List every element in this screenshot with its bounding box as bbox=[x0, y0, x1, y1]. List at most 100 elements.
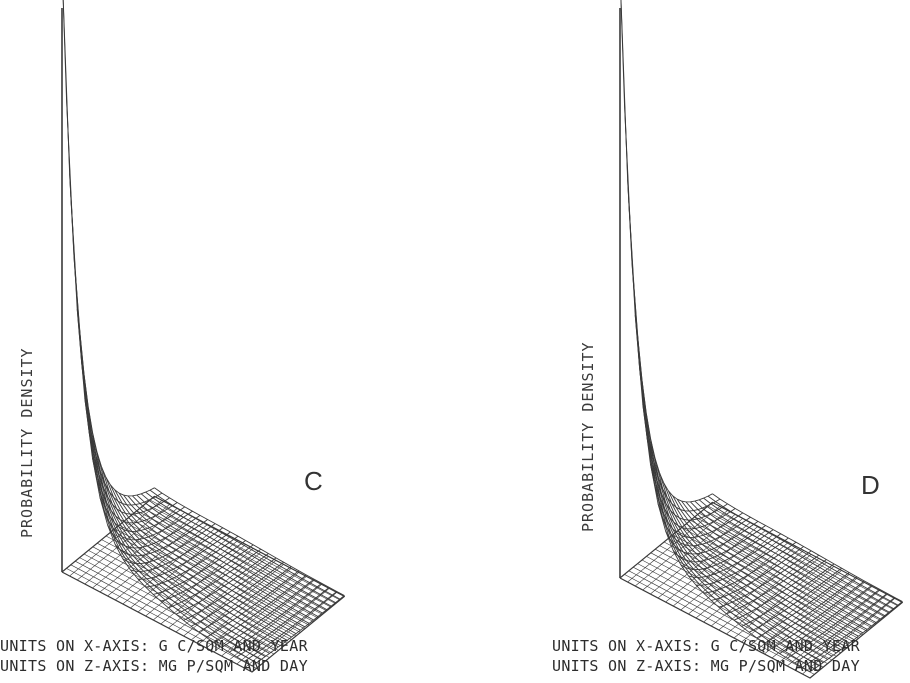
surface-mesh-line bbox=[771, 580, 865, 649]
surface-mesh-line bbox=[688, 533, 782, 578]
surface-mesh-line bbox=[221, 578, 315, 648]
surface-mesh-line bbox=[698, 499, 890, 613]
surface-mesh-line bbox=[122, 523, 216, 565]
base-grid-line bbox=[84, 508, 178, 585]
surface-mesh-line bbox=[685, 501, 877, 623]
surface-mesh-line bbox=[198, 566, 292, 633]
base-grid-line bbox=[107, 520, 201, 597]
base-grid-line bbox=[175, 556, 269, 633]
surface-mesh-line bbox=[153, 540, 246, 595]
surface-mesh-line bbox=[168, 548, 262, 609]
surface-mesh-line bbox=[114, 489, 306, 628]
surface-mesh-line bbox=[690, 501, 881, 620]
units-x-axis-d: UNITS ON X-AXIS: G C/SQM AND YEAR bbox=[552, 637, 860, 655]
base-grid-line bbox=[66, 568, 257, 669]
surface-mesh-line bbox=[695, 537, 789, 586]
surface-mesh-line bbox=[213, 574, 307, 643]
surface-mesh-line bbox=[236, 587, 330, 658]
surface-mesh-line bbox=[145, 535, 239, 588]
surface-mesh-line bbox=[84, 398, 178, 524]
surface-mesh-line bbox=[190, 561, 284, 627]
surface-mesh-line bbox=[130, 527, 224, 572]
base-grid-line bbox=[110, 532, 301, 633]
surface-mesh-line bbox=[83, 374, 275, 651]
surface-mesh-line bbox=[620, 0, 713, 503]
base-grid-line bbox=[206, 572, 299, 649]
surface-mesh-line bbox=[764, 576, 858, 644]
surface-mesh-line bbox=[92, 433, 284, 644]
surface-mesh-line bbox=[206, 570, 300, 638]
base-grid-line bbox=[646, 556, 837, 657]
surface-mesh-line bbox=[87, 408, 279, 648]
units-z-axis-c: UNITS ON Z-AXIS: MG P/SQM AND DAY bbox=[0, 657, 308, 675]
surface-mesh-line bbox=[634, 315, 728, 521]
base-grid-line bbox=[115, 524, 208, 601]
surface-mesh-line bbox=[107, 515, 201, 549]
base-grid-line bbox=[105, 535, 297, 637]
surface-mesh-line bbox=[140, 493, 332, 607]
base-grid-line bbox=[642, 514, 736, 591]
surface-mesh-line bbox=[748, 567, 842, 633]
surface-mesh-line bbox=[114, 519, 208, 557]
surface-mesh-line bbox=[69, 173, 163, 506]
surface-mesh-line bbox=[672, 495, 864, 634]
base-grid-line bbox=[677, 530, 868, 632]
surface-mesh-line bbox=[642, 404, 736, 530]
base-grid-line bbox=[119, 524, 310, 626]
surface-mesh-line bbox=[718, 550, 812, 608]
surface-mesh-line bbox=[175, 553, 269, 615]
surface-mesh-line bbox=[726, 554, 820, 615]
surface-mesh-line bbox=[627, 179, 721, 512]
surface-mesh-line bbox=[654, 458, 846, 647]
base-grid-line bbox=[145, 503, 336, 604]
base-grid-line bbox=[633, 566, 824, 668]
base-grid-line bbox=[624, 574, 815, 675]
surface-mesh-line bbox=[676, 498, 868, 630]
surface-mesh-line bbox=[91, 457, 186, 532]
surface-mesh-line bbox=[127, 495, 319, 617]
base-grid-line bbox=[75, 560, 266, 662]
surface-mesh-line bbox=[136, 494, 328, 610]
surface-mesh-line bbox=[160, 544, 254, 602]
panel-letter-d: D bbox=[861, 470, 880, 500]
surface-mesh-line bbox=[251, 595, 345, 667]
surface-mesh-line bbox=[665, 521, 759, 555]
surface-mesh-line bbox=[794, 593, 888, 664]
base-grid-line bbox=[628, 570, 819, 672]
base-grid-line bbox=[663, 541, 855, 643]
base-grid-line bbox=[137, 536, 231, 613]
units-x-axis-c: UNITS ON X-AXIS: G C/SQM AND YEAR bbox=[0, 637, 308, 655]
surface-mesh-line bbox=[641, 380, 833, 657]
base-grid-line bbox=[673, 530, 766, 607]
base-frame bbox=[619, 501, 903, 679]
surface-mesh-line bbox=[703, 497, 894, 609]
units-z-axis-d: UNITS ON Z-AXIS: MG P/SQM AND DAY bbox=[552, 657, 860, 675]
surface-mesh-line bbox=[741, 563, 835, 627]
surface-mesh-line bbox=[733, 559, 827, 621]
surface-mesh-line bbox=[154, 487, 345, 596]
surface-mesh-line bbox=[101, 466, 292, 638]
surface-mesh-line bbox=[649, 463, 744, 538]
surface-plot-panel-c: PROBABILITY DENSITY C UNITS ON X-AXIS: G… bbox=[0, 0, 345, 675]
surface-mesh-c bbox=[61, 0, 345, 673]
surface-mesh-line bbox=[659, 472, 850, 644]
base-grid-line bbox=[650, 552, 841, 654]
surface-mesh-d bbox=[619, 0, 903, 679]
surface-mesh-line bbox=[681, 500, 872, 627]
z-axis-label-d: PROBABILITY DENSITY bbox=[579, 341, 597, 532]
surface-mesh-line bbox=[244, 591, 338, 662]
base-grid-line bbox=[764, 578, 857, 655]
panel-letter-c: C bbox=[304, 466, 323, 496]
base-grid-line bbox=[70, 564, 261, 666]
surface-mesh-line bbox=[712, 493, 903, 602]
base-grid-line bbox=[681, 527, 872, 628]
base-grid-line bbox=[130, 532, 223, 609]
surface-mesh-line bbox=[99, 497, 193, 541]
surface-mesh-line bbox=[802, 597, 896, 668]
surface-mesh-line bbox=[109, 484, 301, 631]
surface-mesh-line bbox=[650, 439, 842, 650]
surface-mesh-line bbox=[809, 601, 903, 673]
surface-mesh-line bbox=[105, 477, 297, 634]
surface-mesh-line bbox=[132, 495, 323, 614]
base-grid-line bbox=[213, 576, 307, 653]
